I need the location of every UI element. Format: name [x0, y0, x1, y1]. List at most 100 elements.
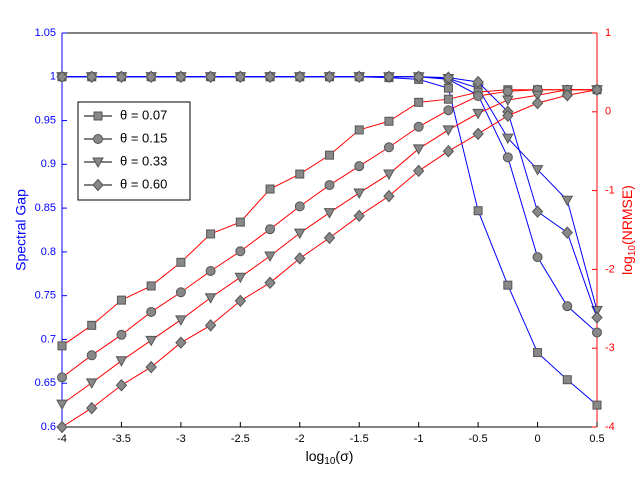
data-point	[175, 287, 186, 298]
data-point	[533, 348, 543, 358]
data-point	[264, 70, 276, 84]
data-point	[501, 95, 514, 107]
data-point	[116, 329, 127, 340]
y-tick-label: 1	[50, 71, 56, 83]
y-tick-label: 0.8	[41, 246, 56, 258]
data-point	[175, 315, 187, 326]
data-point	[115, 70, 128, 84]
data-point	[592, 400, 602, 410]
legend-marker	[93, 134, 103, 144]
data-point	[383, 70, 395, 84]
y-tick-label: 0.9	[41, 158, 56, 170]
legend-marker	[92, 157, 104, 169]
x-tick-label: -1.5	[350, 433, 369, 445]
data-point	[383, 189, 395, 203]
legend-label: θ = 0.33	[120, 153, 167, 168]
legend-label: θ = 0.07	[120, 107, 167, 122]
data-point	[442, 125, 455, 136]
data-point	[204, 319, 217, 332]
data-point	[353, 209, 365, 223]
y-tick-label: 0.85	[35, 202, 56, 214]
x-axis-label-rest: (σ)	[335, 448, 353, 464]
data-point	[561, 195, 574, 207]
data-point	[414, 97, 424, 107]
data-point	[532, 252, 543, 263]
data-point	[57, 341, 67, 351]
y2-tick-label: 1	[605, 27, 611, 39]
data-point	[234, 272, 247, 284]
data-point	[443, 83, 453, 93]
data-point	[562, 375, 572, 385]
data-point	[204, 293, 217, 304]
x-tick-label: -3.5	[112, 433, 131, 445]
data-point	[145, 70, 157, 84]
data-point	[561, 226, 573, 239]
data-point	[412, 144, 425, 155]
y2-axis-label-sub: 10	[627, 245, 638, 257]
y2-axis-label: log10(NRMSE)	[619, 185, 638, 275]
x-tick-label: -1	[414, 433, 424, 445]
y-tick-label: 0.65	[35, 377, 56, 389]
data-point	[115, 356, 128, 367]
data-point	[473, 206, 483, 216]
data-point	[265, 184, 275, 194]
data-point	[265, 224, 276, 235]
data-point	[384, 116, 394, 126]
data-point	[442, 144, 455, 158]
data-point	[323, 70, 336, 84]
data-point	[204, 70, 217, 84]
data-point	[354, 125, 364, 135]
data-point	[562, 301, 573, 312]
data-point	[354, 161, 365, 172]
data-point	[592, 327, 602, 338]
data-point	[502, 109, 514, 122]
y2-axis-label-rest: (NRMSE)	[619, 185, 635, 245]
data-point	[175, 336, 187, 349]
data-point	[234, 70, 247, 84]
y-tick-label: 0.6	[41, 421, 56, 433]
data-point	[264, 251, 276, 263]
data-point	[531, 90, 544, 102]
data-point	[264, 276, 276, 290]
data-point	[472, 108, 484, 120]
x-axis-label-sub: 10	[324, 456, 336, 467]
y2-axis-label-text: log	[619, 256, 635, 275]
y2-tick-label: -2	[605, 263, 615, 275]
data-point	[502, 152, 513, 163]
data-point	[325, 150, 334, 160]
y-tick-label: 0.7	[41, 333, 56, 345]
data-point	[501, 133, 514, 145]
data-point	[412, 164, 425, 178]
x-tick-label: 0.5	[589, 433, 604, 445]
data-point	[175, 70, 187, 84]
data-point	[235, 246, 246, 257]
data-point	[443, 94, 453, 104]
data-point	[383, 142, 394, 153]
x-tick-label: -0.5	[469, 433, 488, 445]
data-point	[323, 231, 336, 245]
data-point	[383, 169, 395, 181]
data-point	[116, 295, 126, 305]
y2-tick-label: -3	[605, 342, 615, 354]
data-point	[472, 127, 484, 141]
data-point	[295, 169, 305, 179]
data-point	[86, 70, 98, 84]
data-point	[531, 165, 544, 176]
data-point	[531, 96, 544, 110]
legend-label: θ = 0.60	[120, 176, 167, 191]
data-point	[146, 306, 157, 317]
y-tick-label: 1.05	[35, 27, 56, 39]
x-tick-label: -3	[176, 433, 186, 445]
data-point	[503, 280, 513, 290]
x-axis-label-text: log	[306, 448, 325, 464]
data-point	[85, 378, 98, 389]
legend-label: θ = 0.15	[120, 130, 167, 145]
data-point	[293, 228, 306, 240]
data-point	[56, 399, 68, 411]
data-point	[353, 188, 366, 199]
data-point	[591, 311, 603, 324]
data-point	[531, 205, 544, 218]
data-point	[561, 89, 573, 102]
